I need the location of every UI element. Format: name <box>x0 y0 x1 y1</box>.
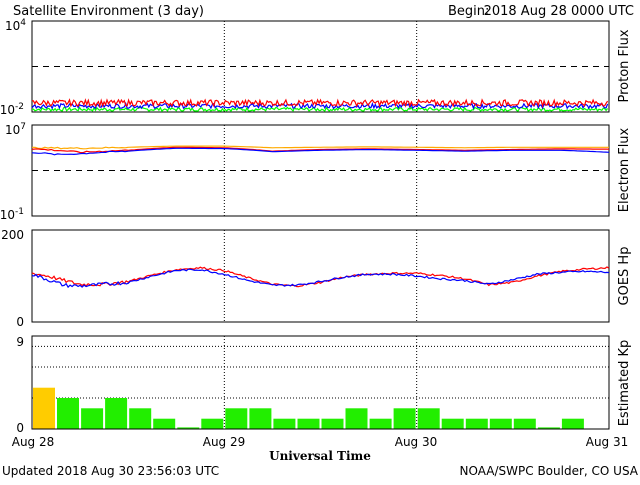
electron-ytick-bottom: 10-1 <box>0 207 24 222</box>
hp-series <box>31 266 610 289</box>
kp-bar <box>513 418 536 429</box>
kp-bar <box>33 387 55 429</box>
begin-label: Begin: <box>448 4 489 19</box>
kp-bar <box>129 408 152 429</box>
proton-series <box>31 98 609 113</box>
begin-value: 2018 Aug 28 0000 UTC <box>484 4 634 19</box>
kp-bar <box>81 408 104 429</box>
electron-flux-panel: 107 10-1 Electron Flux <box>0 122 632 222</box>
electron-ytick-top: 107 <box>5 122 26 137</box>
kp-bar <box>369 418 392 429</box>
kp-bar <box>489 418 512 429</box>
proton-series-line <box>31 106 609 113</box>
kp-ytick-bottom: 0 <box>16 421 24 435</box>
kp-bar <box>177 427 200 429</box>
kp-bar <box>537 427 560 429</box>
hp-series-line <box>31 266 610 288</box>
kp-bar <box>105 398 128 429</box>
kp-bar <box>297 418 320 429</box>
kp-bar <box>57 398 79 429</box>
proton-ytick-top: 104 <box>5 18 26 33</box>
electron-series-line <box>31 147 610 156</box>
x-tick-aug31: Aug 31 <box>586 435 629 449</box>
chart-title: Satellite Environment (3 day) <box>13 4 204 19</box>
electron-series <box>31 145 610 156</box>
proton-series-line <box>31 102 609 110</box>
kp-grid <box>32 345 609 399</box>
kp-bar <box>273 418 296 429</box>
kp-panel: 9 0 Estimated Kp <box>16 335 632 435</box>
kp-ytick-top: 9 <box>16 335 24 349</box>
goes-hp-panel: 200 0 GOES Hp <box>1 228 632 329</box>
kp-bar <box>441 418 464 429</box>
electron-series-line <box>31 146 610 154</box>
kp-bar <box>393 408 416 429</box>
proton-series-line <box>31 98 609 109</box>
hp-series-line <box>31 268 610 289</box>
hp-ylabel: GOES Hp <box>617 247 632 306</box>
kp-bar <box>417 408 440 429</box>
kp-bar <box>201 418 224 429</box>
kp-bar <box>321 418 344 429</box>
hp-ytick-top: 200 <box>1 228 24 242</box>
kp-bar <box>345 408 368 429</box>
electron-ylabel: Electron Flux <box>617 127 632 212</box>
kp-bar <box>561 418 584 429</box>
kp-bar <box>225 408 248 429</box>
proton-ylabel: Proton Flux <box>617 29 632 102</box>
proton-flux-panel: 104 10-2 Proton Flux <box>0 18 632 117</box>
x-axis-label: Universal Time <box>269 449 371 463</box>
credit-text: NOAA/SWPC Boulder, CO USA <box>460 464 639 478</box>
updated-timestamp: Updated 2018 Aug 30 23:56:03 UTC <box>2 464 219 478</box>
electron-series-line <box>31 145 609 150</box>
x-tick-aug28: Aug 28 <box>12 435 55 449</box>
x-tick-aug30: Aug 30 <box>395 435 438 449</box>
kp-bar <box>249 408 272 429</box>
x-tick-aug29: Aug 29 <box>203 435 246 449</box>
kp-ylabel: Estimated Kp <box>617 340 632 427</box>
proton-ytick-bottom: 10-2 <box>0 102 24 117</box>
hp-ytick-bottom: 0 <box>16 315 24 329</box>
kp-bar <box>465 418 488 429</box>
kp-day-grid <box>223 336 418 429</box>
kp-bar <box>153 418 176 429</box>
kp-bars <box>33 387 584 429</box>
